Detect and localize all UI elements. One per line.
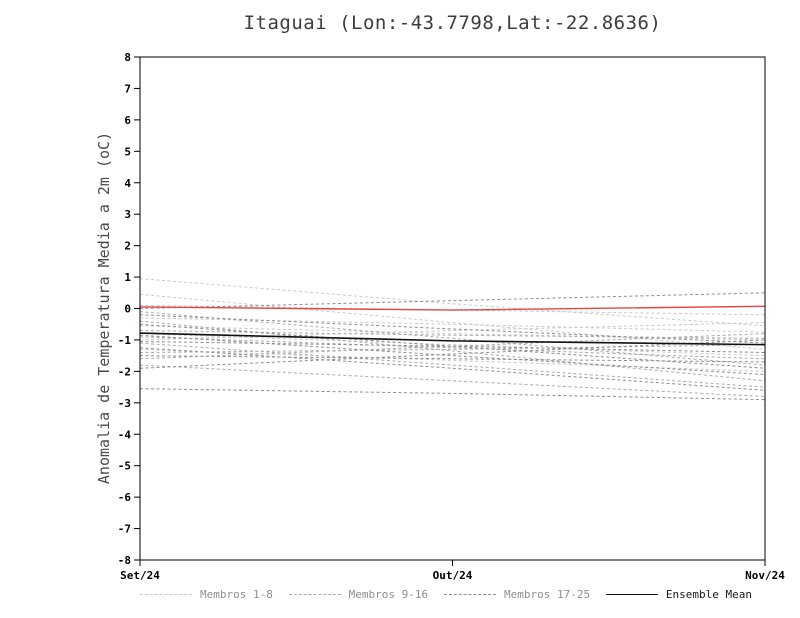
x-tick-label: Set/24 bbox=[120, 569, 160, 582]
series-line bbox=[139, 364, 766, 398]
y-tick-label: 6 bbox=[124, 114, 131, 127]
y-tick-label: 5 bbox=[124, 145, 131, 158]
series-line bbox=[139, 292, 766, 309]
series-lines bbox=[139, 278, 766, 401]
series-line bbox=[139, 348, 766, 372]
legend-label: Membros 1-8 bbox=[200, 587, 273, 601]
solid-line-swatch-icon bbox=[605, 593, 658, 595]
series-line bbox=[139, 293, 766, 350]
y-tick-label: -2 bbox=[118, 365, 131, 378]
legend-item-ensemble-mean: Ensemble Mean bbox=[605, 587, 752, 601]
y-tick-label: 2 bbox=[124, 240, 131, 253]
series-line bbox=[139, 342, 766, 388]
x-axis: Set/24 Out/24 Nov/24 bbox=[120, 560, 785, 582]
y-tick-label: -7 bbox=[118, 523, 131, 536]
y-tick-label: 8 bbox=[124, 51, 131, 64]
y-tick-label: -4 bbox=[118, 428, 132, 441]
legend-item-membros-17-25: Membros 17-25 bbox=[443, 587, 591, 601]
y-tick-label: 0 bbox=[124, 303, 131, 316]
y-axis: -8 -7 -6 -5 -4 -3 -2 -1 0 1 2 3 4 5 6 7 8 bbox=[118, 51, 140, 567]
dashed-line-swatch-icon bbox=[288, 593, 341, 595]
series-line bbox=[139, 320, 766, 382]
legend-item-membros-1-8: Membros 1-8 bbox=[140, 588, 273, 601]
y-tick-label: -5 bbox=[118, 460, 131, 473]
series-line bbox=[139, 311, 766, 366]
y-tick-label: 1 bbox=[124, 271, 131, 284]
y-tick-label: -8 bbox=[118, 554, 131, 567]
x-tick-label: Out/24 bbox=[433, 569, 473, 582]
legend-item-membros-9-16: Membros 9-16 bbox=[288, 587, 429, 601]
legend-label: Membros 9-16 bbox=[348, 587, 429, 601]
y-tick-label: 3 bbox=[124, 208, 131, 221]
series-line bbox=[139, 323, 766, 369]
dashed-line-swatch-icon bbox=[140, 593, 192, 595]
y-tick-label: 4 bbox=[124, 177, 131, 190]
series-line bbox=[139, 305, 766, 311]
series-line bbox=[139, 332, 766, 346]
legend-label: Ensemble Mean bbox=[665, 587, 752, 601]
dashed-line-swatch-icon bbox=[443, 593, 496, 595]
series-line bbox=[139, 355, 766, 363]
x-tick-label: Nov/24 bbox=[745, 569, 785, 582]
chart-legend: Membros 1-8 Membros 9-16 Membros 17-25 E… bbox=[140, 584, 752, 604]
y-tick-label: -1 bbox=[118, 334, 132, 347]
y-tick-label: 7 bbox=[124, 82, 131, 95]
y-tick-label: -3 bbox=[118, 397, 131, 410]
chart-title: Itaguai (Lon:-43.7798,Lat:-22.8636) bbox=[243, 12, 662, 34]
y-tick-label: -6 bbox=[118, 491, 132, 504]
series-line bbox=[139, 325, 766, 341]
series-line bbox=[139, 278, 766, 327]
series-line bbox=[139, 388, 766, 401]
legend-label: Membros 17-25 bbox=[503, 587, 591, 601]
series-line bbox=[139, 347, 766, 391]
